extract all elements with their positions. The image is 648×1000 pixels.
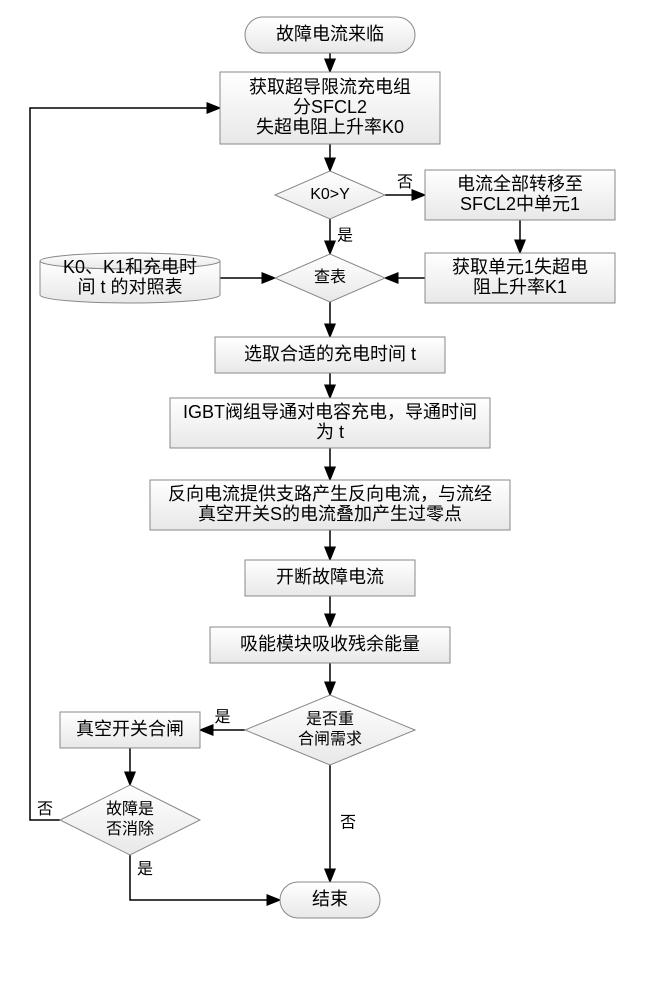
svg-text:选取合适的充电时间 t: 选取合适的充电时间 t	[244, 344, 416, 364]
svg-text:合闸需求: 合闸需求	[298, 730, 362, 748]
node-reclose	[245, 695, 415, 765]
svg-text:电流全部转移至: 电流全部转移至	[457, 174, 583, 194]
svg-text:间 t 的对照表: 间 t 的对照表	[77, 277, 182, 297]
svg-text:真空开关S的电流叠加产生过零点: 真空开关S的电流叠加产生过零点	[198, 504, 462, 524]
svg-text:查表: 查表	[314, 268, 346, 286]
svg-text:失超电阻上升率K0: 失超电阻上升率K0	[256, 117, 404, 137]
svg-text:开断故障电流: 开断故障电流	[276, 567, 384, 587]
node-faultClear	[60, 785, 200, 855]
svg-text:获取超导限流充电组: 获取超导限流充电组	[249, 77, 411, 97]
flow-label: 否	[37, 801, 53, 818]
svg-text:阻上升率K1: 阻上升率K1	[473, 277, 567, 297]
svg-text:是否重: 是否重	[306, 710, 354, 728]
svg-text:为 t: 为 t	[316, 422, 344, 442]
svg-text:故障电流来临: 故障电流来临	[276, 24, 384, 44]
flow-label: 否	[340, 815, 356, 832]
svg-text:否消除: 否消除	[106, 820, 154, 838]
svg-text:K0、K1和充电时: K0、K1和充电时	[63, 257, 197, 277]
flow-label: 是	[137, 861, 153, 878]
svg-text:K0>Y: K0>Y	[310, 186, 350, 203]
svg-text:SFCL2中单元1: SFCL2中单元1	[460, 194, 580, 214]
svg-text:吸能模块吸收残余能量: 吸能模块吸收残余能量	[240, 634, 420, 654]
svg-text:真空开关合闸: 真空开关合闸	[76, 719, 184, 739]
svg-text:IGBT阀组导通对电容充电，导通时间: IGBT阀组导通对电容充电，导通时间	[183, 402, 477, 422]
flow-label: 是	[214, 709, 230, 726]
flow-label: 否	[397, 174, 413, 191]
svg-text:反向电流提供支路产生反向电流，与流经: 反向电流提供支路产生反向电流，与流经	[168, 484, 492, 504]
svg-text:获取单元1失超电: 获取单元1失超电	[452, 257, 588, 277]
nodes-layer: 故障电流来临获取超导限流充电组分SFCL2失超电阻上升率K0 K0>Y 电流全部转移…	[40, 17, 615, 918]
svg-text:结束: 结束	[312, 889, 348, 909]
svg-text:故障是: 故障是	[106, 800, 154, 818]
svg-text:分SFCL2: 分SFCL2	[293, 97, 367, 117]
flow-label: 是	[337, 228, 353, 245]
